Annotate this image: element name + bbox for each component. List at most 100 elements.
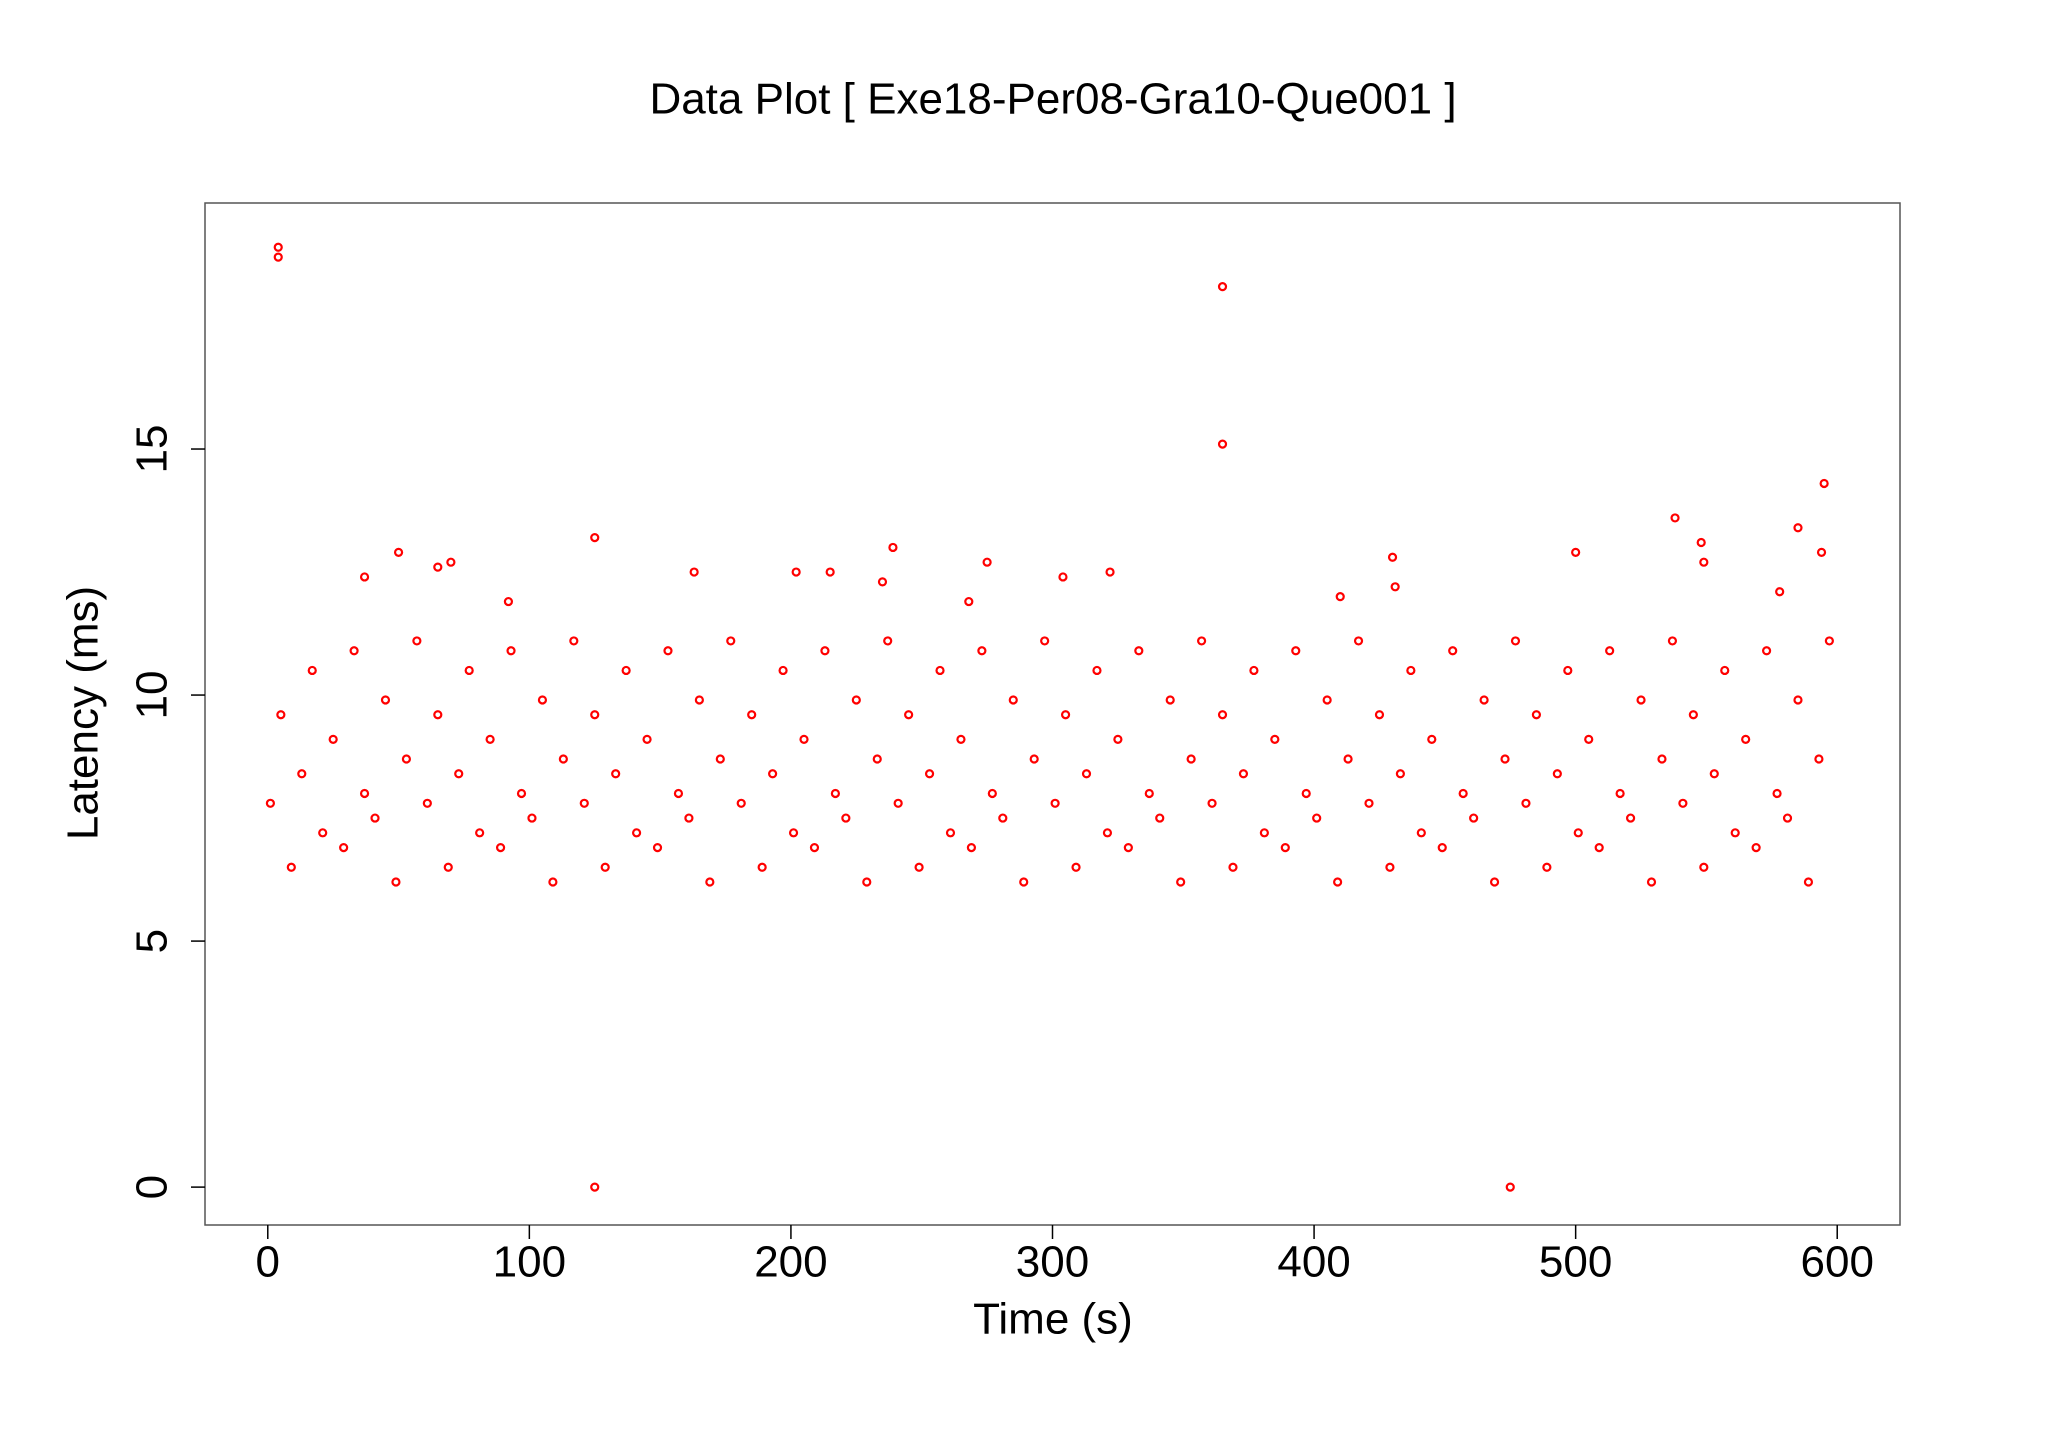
point <box>1741 734 1751 744</box>
point <box>1217 710 1228 720</box>
point <box>1803 877 1814 887</box>
point <box>1552 769 1562 779</box>
point <box>1416 828 1426 838</box>
point <box>736 798 746 808</box>
point <box>1134 646 1144 656</box>
point <box>904 710 914 720</box>
point <box>273 252 283 262</box>
chart-title: Data Plot [ Exe18-Per08-Gra10-Que001 ] <box>649 75 1456 124</box>
x-tick-label: 0 <box>256 1238 280 1287</box>
point <box>977 646 987 656</box>
point <box>1092 665 1102 676</box>
point <box>1772 788 1782 799</box>
point <box>1071 862 1081 872</box>
point <box>1301 788 1311 799</box>
point <box>1521 798 1531 808</box>
point <box>1709 769 1719 779</box>
point <box>1636 695 1646 705</box>
point <box>446 557 456 567</box>
point <box>569 636 579 646</box>
point <box>1165 695 1175 705</box>
point <box>1155 813 1165 823</box>
point <box>1500 754 1510 764</box>
point <box>1353 636 1364 646</box>
point <box>631 828 642 838</box>
point <box>590 532 600 543</box>
point <box>579 798 589 808</box>
point <box>1395 769 1405 779</box>
point <box>956 734 966 744</box>
point <box>464 665 474 676</box>
point <box>893 798 903 808</box>
point <box>862 877 872 887</box>
point <box>1678 798 1688 808</box>
point <box>443 862 453 872</box>
point <box>1479 695 1489 705</box>
point <box>558 754 568 764</box>
point <box>715 754 725 764</box>
point <box>265 798 275 808</box>
point <box>1217 439 1228 449</box>
point <box>359 788 370 799</box>
point <box>883 636 893 646</box>
point <box>370 813 380 823</box>
point <box>1720 665 1730 676</box>
point <box>998 813 1008 823</box>
point <box>527 813 537 823</box>
x-tick-label: 100 <box>493 1238 566 1287</box>
point <box>318 828 328 838</box>
point <box>1563 665 1573 676</box>
point <box>1333 877 1343 887</box>
point <box>1730 828 1740 838</box>
x-axis-label: Time (s) <box>973 1295 1133 1344</box>
point <box>1186 754 1196 764</box>
point <box>1249 665 1259 676</box>
point <box>1238 769 1249 779</box>
point <box>1280 842 1290 853</box>
point <box>1050 798 1060 808</box>
point <box>788 828 799 838</box>
point <box>799 734 809 744</box>
point <box>914 862 924 872</box>
x-tick-label: 400 <box>1277 1238 1350 1287</box>
point <box>1542 862 1552 872</box>
x-tick-label: 300 <box>1016 1238 1089 1287</box>
point <box>694 695 704 705</box>
point <box>391 877 401 887</box>
point <box>1448 646 1458 656</box>
point <box>726 636 736 646</box>
point <box>1387 552 1398 562</box>
point <box>1793 695 1803 705</box>
point <box>495 842 506 853</box>
point <box>642 734 652 744</box>
point <box>412 636 422 646</box>
point <box>1816 547 1827 557</box>
point <box>1228 862 1238 872</box>
point <box>1625 813 1636 823</box>
point <box>590 1182 600 1192</box>
point <box>1615 788 1625 799</box>
point <box>1458 788 1468 799</box>
point <box>328 734 338 744</box>
x-tick-label: 500 <box>1539 1238 1612 1287</box>
point <box>1390 582 1400 592</box>
point <box>1427 734 1437 744</box>
point <box>945 828 956 838</box>
point <box>485 734 495 744</box>
point <box>1688 710 1698 720</box>
point <box>1406 665 1416 676</box>
y-tick-label: 10 <box>128 671 177 720</box>
point <box>454 769 464 779</box>
point <box>964 596 974 607</box>
point <box>1646 877 1657 887</box>
point <box>851 695 861 705</box>
point <box>830 788 840 799</box>
point <box>359 572 370 582</box>
point <box>1058 572 1068 582</box>
point <box>1782 813 1793 823</box>
point <box>1196 636 1207 646</box>
point <box>705 877 715 887</box>
point <box>1814 754 1824 764</box>
point <box>506 646 516 656</box>
